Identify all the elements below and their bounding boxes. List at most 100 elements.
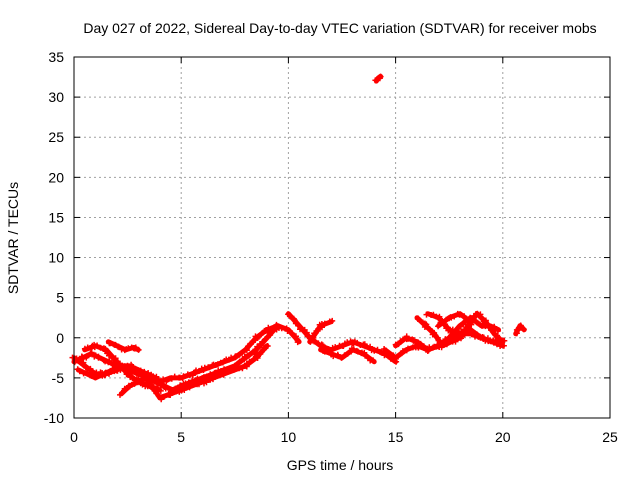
data-point — [461, 331, 468, 338]
data-point — [494, 328, 501, 334]
data-point — [154, 380, 161, 387]
data-point — [153, 373, 160, 380]
data-point — [84, 352, 91, 359]
data-point — [468, 318, 475, 325]
data-point — [293, 333, 299, 340]
chart-title: Day 027 of 2022, Sidereal Day-to-day VTE… — [83, 20, 596, 36]
data-point — [260, 344, 267, 351]
data-point — [211, 369, 218, 376]
series-track-17 — [372, 73, 384, 84]
data-point — [303, 329, 310, 336]
data-point — [224, 367, 231, 374]
data-point — [319, 342, 326, 349]
data-point — [295, 322, 302, 329]
data-point — [431, 329, 438, 336]
data-point — [424, 324, 431, 330]
data-point — [236, 358, 243, 365]
data-point — [494, 333, 501, 340]
data-point — [291, 317, 298, 324]
x-tick-label: 20 — [495, 429, 511, 445]
data-point — [520, 326, 527, 333]
data-point — [189, 372, 196, 379]
data-point — [344, 339, 351, 346]
data-point — [203, 373, 210, 380]
data-point — [83, 364, 90, 371]
data-point — [444, 340, 451, 346]
data-point — [81, 345, 88, 352]
data-point — [310, 334, 317, 341]
data-point — [181, 387, 188, 393]
data-point — [144, 383, 151, 390]
y-tick-label: 0 — [56, 330, 64, 346]
data-point — [125, 345, 132, 352]
data-point — [434, 334, 441, 341]
data-point — [128, 381, 135, 388]
series-track-15 — [478, 321, 501, 334]
data-point — [265, 324, 272, 331]
data-point — [394, 353, 401, 360]
x-axis-label: GPS time / hours — [287, 457, 394, 473]
data-point — [329, 317, 336, 324]
data-point — [73, 355, 80, 362]
data-point — [445, 327, 452, 334]
data-point — [84, 369, 91, 376]
data-point — [355, 348, 361, 355]
data-point — [161, 383, 168, 390]
x-tick-label: 15 — [388, 429, 404, 445]
data-point — [107, 340, 114, 347]
data-point — [420, 343, 427, 350]
data-point — [361, 349, 368, 356]
data-point — [257, 351, 264, 357]
data-point — [417, 340, 424, 347]
data-point — [232, 363, 239, 370]
series-track-14 — [435, 310, 475, 330]
data-point — [102, 369, 109, 376]
data-layer — [69, 73, 527, 403]
data-point — [412, 340, 419, 347]
data-point — [429, 344, 436, 351]
data-point — [154, 386, 161, 393]
data-point — [251, 350, 258, 357]
x-tick-label: 5 — [177, 429, 185, 445]
data-point — [485, 322, 492, 329]
data-point — [182, 380, 189, 387]
y-axis-label: SDTVAR / TECUs — [5, 182, 21, 294]
data-point — [76, 368, 83, 375]
data-point — [490, 339, 497, 346]
y-tick-label: 30 — [48, 89, 64, 105]
data-point — [262, 328, 269, 334]
data-point — [307, 338, 314, 345]
data-point — [114, 361, 121, 368]
data-point — [255, 333, 262, 340]
series-track-16 — [513, 322, 527, 337]
data-point — [135, 346, 142, 353]
data-point — [371, 347, 378, 354]
series-track-6 — [117, 374, 168, 398]
data-point — [457, 323, 464, 330]
data-point — [151, 378, 157, 385]
data-point — [119, 362, 126, 369]
data-point — [94, 342, 101, 349]
x-tick-label: 10 — [281, 429, 297, 445]
y-tick-label: 35 — [48, 49, 64, 65]
data-point — [448, 314, 455, 321]
data-point — [246, 358, 253, 365]
data-point — [93, 372, 100, 379]
data-point — [246, 351, 253, 358]
data-point — [338, 354, 345, 361]
plot-frame — [73, 56, 611, 419]
data-point — [137, 367, 144, 374]
data-point — [452, 328, 459, 335]
data-point — [264, 343, 271, 349]
data-point — [378, 349, 385, 356]
data-point — [494, 341, 500, 348]
data-point — [172, 385, 179, 392]
data-point — [415, 315, 422, 322]
data-point — [121, 367, 128, 374]
data-point — [196, 381, 202, 388]
data-point — [451, 313, 458, 320]
x-tick-label: 0 — [70, 429, 78, 445]
data-point — [440, 319, 446, 326]
data-point — [500, 337, 506, 344]
data-point — [88, 372, 95, 379]
